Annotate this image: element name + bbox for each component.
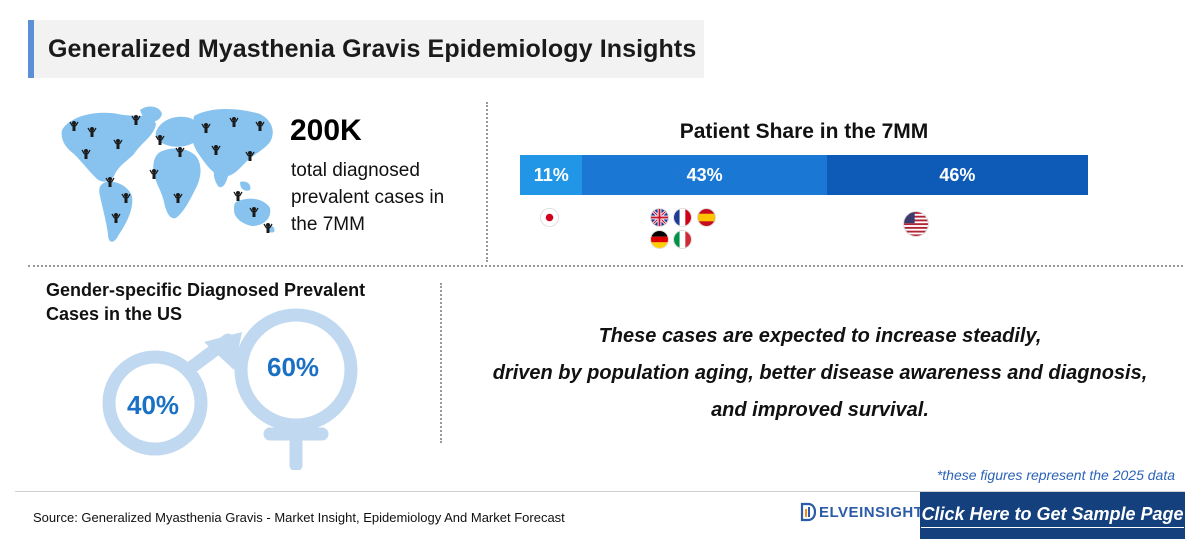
source-citation: Source: Generalized Myasthenia Gravis - … xyxy=(33,510,565,525)
germany-flag-icon xyxy=(651,231,668,248)
share-segment-eu4-uk: 43% xyxy=(582,155,827,195)
share-segment-japan: 11% xyxy=(520,155,583,195)
patient-share-bar: 11% 43% 46% xyxy=(520,155,1088,195)
footer-divider xyxy=(15,491,1185,492)
page-title: Generalized Myasthenia Gravis Epidemiolo… xyxy=(48,34,697,63)
logo-wordmark: ELVEINSIGHT xyxy=(819,503,924,521)
world-map-icon xyxy=(61,106,275,242)
female-percentage: 60% xyxy=(267,352,320,382)
uk-flag-icon xyxy=(651,209,668,226)
horizontal-divider xyxy=(28,265,1183,267)
male-arrow-head-icon xyxy=(204,332,242,370)
vertical-divider-top xyxy=(486,102,488,262)
outlook-line-1: These cases are expected to increase ste… xyxy=(598,325,1042,347)
outlook-line-3: and improved survival. xyxy=(711,399,929,421)
male-percentage: 40% xyxy=(127,390,180,420)
delveinsight-logo-mark-icon xyxy=(800,502,816,522)
share-segment-us: 46% xyxy=(826,155,1088,195)
title-banner: Generalized Myasthenia Gravis Epidemiolo… xyxy=(28,20,704,78)
japan-flag-icon xyxy=(541,209,558,226)
patient-share-title: Patient Share in the 7MM xyxy=(679,120,929,143)
gender-section-title: Gender-specific Diagnosed Prevalent Case… xyxy=(46,280,366,324)
cta-label: Click Here to Get Sample Page xyxy=(921,504,1184,528)
france-flag-icon xyxy=(674,209,691,226)
spain-flag-icon xyxy=(698,209,715,226)
outlook-line-2: driven by population aging, better disea… xyxy=(492,362,1148,384)
delveinsight-logo: ELVEINSIGHT xyxy=(800,502,923,522)
outlook-statement: These cases are expected to increase ste… xyxy=(470,318,1170,429)
prevalent-cases-value: 200K xyxy=(290,114,362,147)
female-symbol-icon xyxy=(234,308,358,470)
get-sample-page-button[interactable]: Click Here to Get Sample Page xyxy=(920,492,1185,539)
prevalent-cases-description: total diagnosed prevalent cases in the 7… xyxy=(291,160,445,235)
us-flag-icon xyxy=(904,212,928,236)
italy-flag-icon xyxy=(674,231,691,248)
vertical-divider-bottom xyxy=(440,283,442,443)
data-year-footnote: *these figures represent the 2025 data xyxy=(936,467,1175,483)
gender-symbols xyxy=(102,308,358,470)
